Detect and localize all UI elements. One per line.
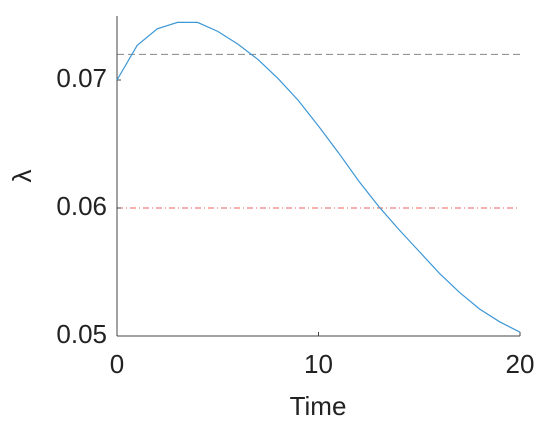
y-tick-label: 0.06: [56, 191, 107, 221]
y-tick-label: 0.05: [56, 319, 107, 349]
x-tick-label: 0: [110, 349, 124, 379]
x-tick-label: 10: [304, 349, 333, 379]
x-axis-label: Time: [290, 391, 347, 421]
y-axis-label: λ: [7, 170, 37, 183]
y-tick-label: 0.07: [56, 63, 107, 93]
x-tick-label: 20: [506, 349, 535, 379]
data-line: [116, 21, 521, 333]
